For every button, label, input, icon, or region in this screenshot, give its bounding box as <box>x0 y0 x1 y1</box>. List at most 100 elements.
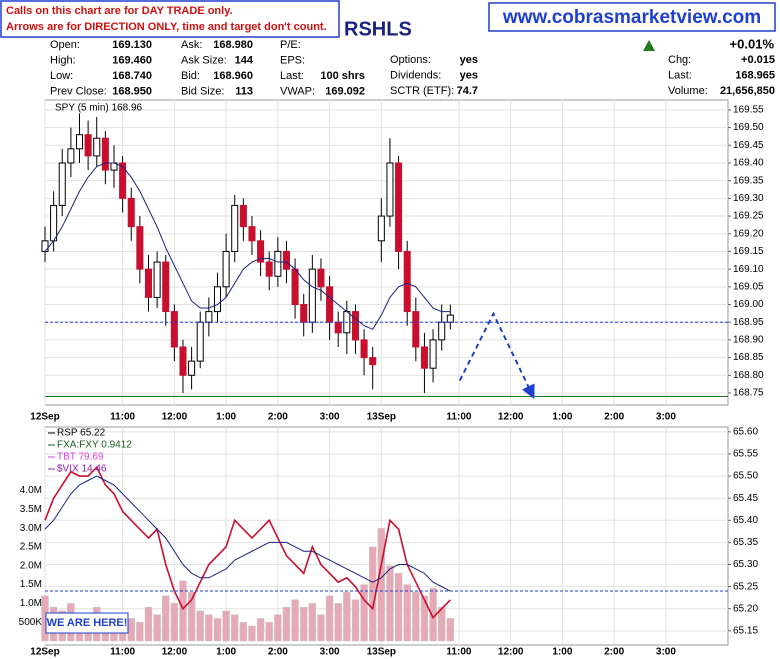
quote-value: 169.130 <box>112 39 152 51</box>
quote-label: VWAP: <box>280 85 315 97</box>
volume-bar <box>213 618 222 642</box>
volume-bar <box>179 580 187 642</box>
y2-tick-label: 500K <box>19 617 43 628</box>
candle-body <box>58 162 66 206</box>
candle-body <box>257 240 265 263</box>
x-tick-label: 1:00 <box>552 647 572 658</box>
y-tick-label: 168.80 <box>733 370 764 381</box>
x-tick-label: 12:00 <box>498 647 524 658</box>
quote-label: Options: <box>390 54 431 66</box>
legend-entry: RSP 65.22 <box>57 428 106 439</box>
volume-bar <box>403 584 411 642</box>
y-tick-label: 169.10 <box>733 264 764 275</box>
candle-body <box>377 215 385 242</box>
y-tick-label: 169.45 <box>733 140 764 151</box>
volume-bar <box>412 591 420 642</box>
candle-body <box>438 321 446 341</box>
annotation-box <box>45 612 129 634</box>
candle-body <box>317 268 325 288</box>
x-tick-label: 3:00 <box>656 647 676 658</box>
notice-box <box>0 0 340 38</box>
y2-tick-label: 2.5M <box>20 542 42 553</box>
x-tick-label: 3:00 <box>320 412 340 423</box>
candle-body <box>403 250 411 313</box>
y2-tick-label: 3.5M <box>20 504 42 515</box>
volume-bar <box>162 595 170 642</box>
volume-bar <box>127 618 135 642</box>
candle-body <box>196 321 204 362</box>
candle-body <box>50 204 58 242</box>
y-tick-label: 168.90 <box>733 335 764 346</box>
y2-tick-label: 1.5M <box>20 579 42 590</box>
quote-label: Open: <box>50 39 80 51</box>
quote-value: 169.092 <box>325 85 365 97</box>
quote-value: 21,656,850 <box>720 85 775 97</box>
x-tick-label: 12:00 <box>162 647 188 658</box>
price-line <box>44 465 451 619</box>
candle-body <box>136 226 144 270</box>
volume-bar <box>300 606 308 642</box>
volume-bar <box>136 621 144 642</box>
y-tick-label: 169.30 <box>733 193 764 204</box>
candle-body <box>188 360 196 376</box>
volume-bar <box>153 614 161 642</box>
candle-body <box>41 240 49 252</box>
candle-body <box>351 311 359 341</box>
volume-bar <box>239 621 248 642</box>
y-tick-label: 65.55 <box>733 449 758 460</box>
volume-bar <box>187 591 196 642</box>
volume-bar <box>325 595 334 642</box>
y-tick-label: 65.45 <box>733 493 758 504</box>
quote-value: 168.980 <box>213 39 253 51</box>
quote-value: 74.7 <box>457 85 478 97</box>
volume-bar <box>351 599 360 642</box>
quote-table: Open: 169.130 High: 169.460 Low: 168.740 Prev … <box>50 39 775 98</box>
x-tick-label: 3:00 <box>656 412 676 423</box>
x-tick-label: 2:00 <box>604 647 624 658</box>
y-tick-label: 168.75 <box>733 388 764 399</box>
candle-body <box>162 261 170 313</box>
legend-entry: $VIX 14.46 <box>57 464 107 475</box>
candle-body <box>300 304 308 323</box>
candle-body <box>144 268 153 298</box>
volume-bar <box>222 610 230 642</box>
candle-body <box>395 162 403 252</box>
y2-tick-label: 2.0M <box>20 560 42 571</box>
candle-body <box>101 137 109 171</box>
volume-bar <box>274 614 282 642</box>
candle-body <box>213 286 221 313</box>
y-tick-label: 169.40 <box>733 158 764 169</box>
candle-body <box>291 268 299 306</box>
quote-label: Chg: <box>668 54 691 66</box>
candle-body <box>119 162 127 199</box>
volume-bar <box>437 606 446 642</box>
y-tick-label: 169.50 <box>733 122 764 133</box>
x-tick-label: 13Sep <box>367 412 396 423</box>
moving-average <box>44 162 451 330</box>
volume-bar <box>282 606 291 642</box>
volume-bar <box>360 584 368 642</box>
candle-body <box>360 339 368 359</box>
quote-value: 168.740 <box>112 70 152 82</box>
candle-body <box>274 250 282 277</box>
y2-tick-label: 3.0M <box>20 523 42 534</box>
y-tick-label: 65.20 <box>733 603 758 614</box>
quote-value: 169.460 <box>112 54 152 66</box>
x-tick-label: 11:00 <box>110 412 135 423</box>
x-tick-label: 1:00 <box>552 412 572 423</box>
quote-label: Low: <box>50 70 73 82</box>
y2-tick-label: 1.0M <box>20 598 42 609</box>
y-tick-label: 65.35 <box>733 537 758 548</box>
quote-value: 168.965 <box>735 69 775 81</box>
y-tick-label: 169.35 <box>733 175 764 186</box>
y-tick-label: 65.40 <box>733 515 758 526</box>
volume-bar <box>265 621 273 642</box>
x-tick-label: 2:00 <box>268 412 288 423</box>
y-tick-label: 65.60 <box>733 427 758 438</box>
quote-label: Volume: <box>668 85 708 97</box>
moving-average <box>44 475 451 592</box>
x-tick-label: 12:00 <box>498 412 524 423</box>
quote-value: +0.015 <box>741 54 775 66</box>
y-tick-label: 65.15 <box>733 625 758 636</box>
y-tick-label: 169.20 <box>733 228 764 239</box>
